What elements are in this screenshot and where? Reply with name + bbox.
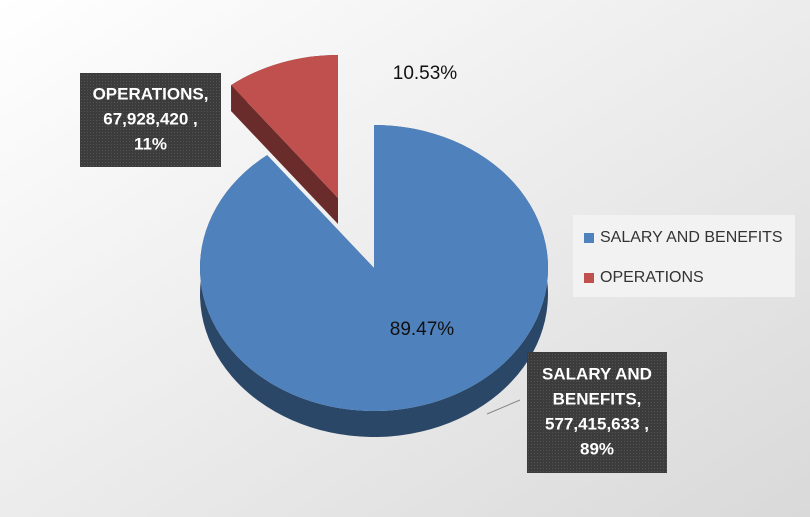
legend-box: [573, 215, 795, 297]
slice-side: [231, 85, 338, 224]
callout-text: BENEFITS,: [553, 389, 642, 408]
percent-label: 10.53%: [393, 63, 458, 84]
callout-text: 577,415,633 ,: [545, 414, 649, 433]
callout-text: 89%: [580, 439, 614, 458]
legend-label: SALARY AND BENEFITS: [600, 229, 783, 246]
legend-label: OPERATIONS: [600, 269, 704, 286]
legend-swatch: [584, 273, 594, 283]
callout-text: 11%: [134, 134, 167, 153]
callout-text: 67,928,420 ,: [103, 109, 198, 128]
pie-slice: [200, 125, 548, 411]
callout-text: OPERATIONS,: [93, 84, 209, 103]
percent-label: 89.47%: [390, 319, 455, 340]
leader-line: [486, 399, 521, 415]
pie-slice: [231, 55, 338, 198]
callout-box: [527, 352, 667, 473]
callout-text: SALARY AND: [542, 364, 652, 383]
legend-swatch: [584, 233, 594, 243]
callout-box: [80, 73, 221, 167]
